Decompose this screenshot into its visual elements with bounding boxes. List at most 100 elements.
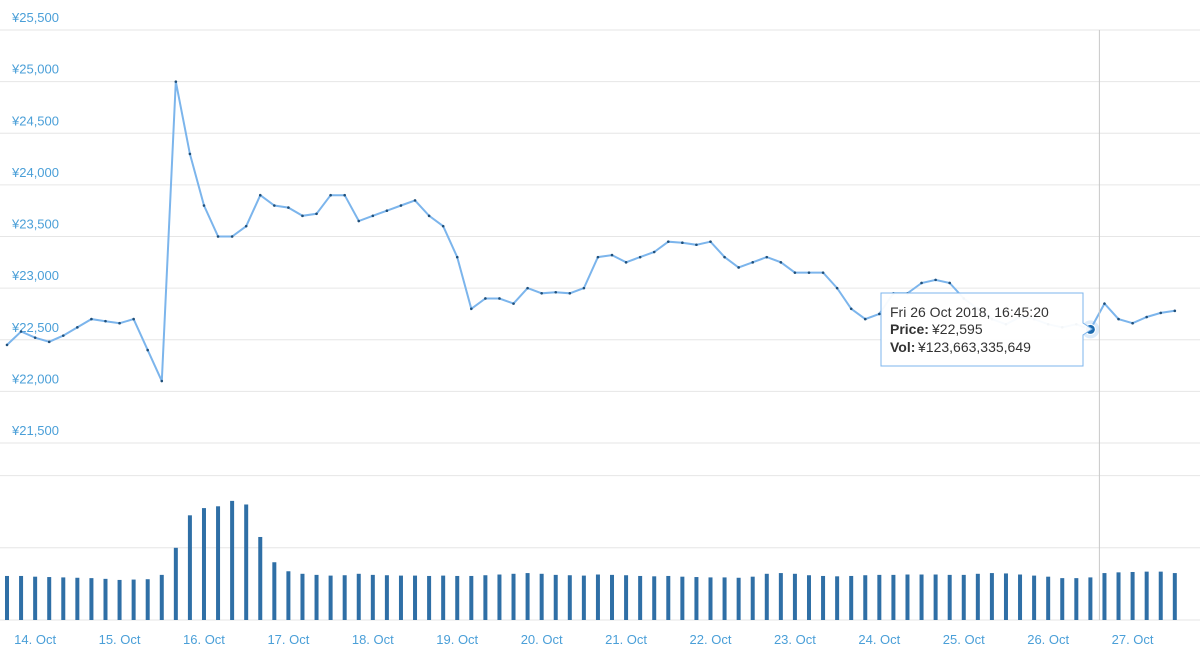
price-point — [652, 250, 656, 254]
price-point — [441, 224, 445, 228]
volume-bar — [680, 576, 685, 620]
x-tick-label: 20. Oct — [521, 632, 563, 647]
price-point — [765, 255, 769, 259]
price-point — [301, 214, 304, 218]
volume-bar — [1158, 571, 1163, 620]
price-point — [315, 212, 318, 216]
volume-bar — [525, 573, 530, 620]
price-point — [47, 340, 51, 344]
x-tick-label: 19. Oct — [436, 632, 478, 647]
tooltip-value: ¥123,663,335,649 — [917, 339, 1031, 355]
tooltip-label: Vol: — [890, 339, 915, 355]
price-point — [1117, 317, 1120, 321]
volume-bar — [286, 571, 291, 620]
volume-bar — [638, 575, 643, 620]
price-point — [202, 204, 206, 207]
volume-bar — [356, 573, 361, 620]
x-tick-label: 27. Oct — [1112, 632, 1154, 647]
price-point — [751, 261, 755, 264]
price-point — [413, 199, 417, 202]
volume-bar — [398, 575, 403, 620]
volume-bar — [33, 576, 38, 620]
price-point — [188, 152, 192, 156]
volume-bar — [328, 575, 333, 620]
volume-bar — [764, 573, 769, 620]
price-point — [934, 278, 937, 282]
price-point — [779, 261, 783, 264]
volume-bar — [863, 575, 868, 620]
volume-bar — [1144, 571, 1149, 620]
volume-bar — [975, 573, 980, 620]
volume-bar — [75, 577, 80, 620]
price-point — [624, 261, 628, 264]
price-point — [357, 219, 361, 223]
price-point — [90, 317, 93, 321]
volume-bar — [145, 579, 150, 620]
x-tick-label: 18. Oct — [352, 632, 394, 647]
volume-bar — [483, 575, 488, 620]
price-point — [878, 312, 881, 316]
price-point — [666, 240, 670, 243]
volume-bar — [1018, 574, 1023, 620]
y-tick-label: ¥22,000 — [11, 371, 59, 386]
volume-bar — [778, 573, 783, 620]
price-point — [244, 224, 248, 228]
volume-bar — [230, 500, 235, 620]
volume-bar — [891, 574, 896, 620]
volume-bar — [1130, 571, 1135, 620]
price-point — [723, 255, 726, 259]
volume-bar — [441, 575, 446, 620]
price-point — [1103, 302, 1106, 305]
price-point — [132, 317, 135, 321]
price-point — [484, 297, 487, 300]
x-tick-label: 26. Oct — [1027, 632, 1069, 647]
price-point — [5, 343, 9, 347]
volume-bar — [244, 504, 249, 620]
volume-bar — [19, 575, 24, 620]
tooltip: Fri 26 Oct 2018, 16:45:20 Price: ¥22,595… — [880, 292, 1093, 367]
x-tick-label: 21. Oct — [605, 632, 647, 647]
volume-bar — [201, 508, 206, 620]
volume-bar — [1032, 575, 1037, 620]
price-point — [568, 291, 572, 295]
volume-bar — [1172, 573, 1177, 620]
volume-bar — [821, 575, 826, 620]
price-point — [920, 281, 923, 285]
volume-bar — [989, 573, 994, 620]
volume-bar — [413, 575, 418, 620]
volume-bar — [1074, 578, 1079, 620]
tooltip-box — [880, 292, 1093, 367]
volume-bar — [877, 574, 882, 620]
volume-bar — [497, 574, 502, 620]
volume-bar — [159, 574, 164, 620]
volume-bar — [455, 575, 460, 620]
price-point — [681, 241, 684, 244]
volume-bar — [666, 575, 671, 620]
volume-bar — [103, 578, 108, 620]
volume-bar — [835, 576, 840, 620]
price-point — [1131, 321, 1134, 325]
price-point — [230, 235, 234, 238]
price-point — [821, 271, 825, 274]
volume-bar — [370, 574, 375, 620]
volume-bar — [47, 577, 52, 620]
volume-bar — [173, 547, 178, 620]
price-point — [554, 290, 558, 294]
price-point — [1173, 309, 1177, 313]
price-point — [695, 243, 698, 247]
price-point — [540, 291, 543, 295]
price-point — [638, 255, 642, 259]
volume-bar — [652, 576, 657, 620]
price-point — [596, 255, 600, 259]
volume-bar — [187, 515, 192, 620]
y-tick-label: ¥25,000 — [11, 62, 59, 77]
y-tick-label: ¥22,500 — [11, 320, 59, 335]
y-tick-label: ¥23,500 — [11, 217, 59, 232]
volume-bar — [216, 506, 221, 620]
price-point — [174, 80, 178, 83]
x-tick-label: 14. Oct — [14, 632, 56, 647]
price-point — [273, 204, 276, 207]
price-point — [512, 302, 515, 305]
price-point — [329, 193, 332, 197]
